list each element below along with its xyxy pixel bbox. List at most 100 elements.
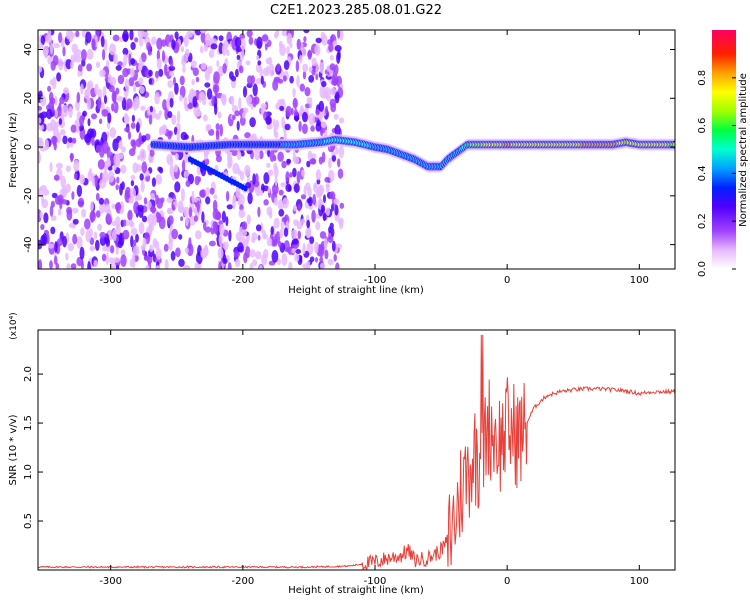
spectrogram-noise-cell [86, 81, 92, 91]
spectrogram-noise-cell [329, 191, 336, 200]
spectrogram-noise-cell [237, 168, 242, 176]
spectrogram-noise-cell [244, 132, 251, 139]
spectrogram-noise-cell [149, 149, 155, 157]
spectrogram-noise-cell [318, 244, 325, 258]
spectrogram-noise-cell [73, 159, 80, 172]
spectrogram-noise-cell [122, 47, 129, 56]
spectrogram-noise-cell [111, 90, 117, 103]
spectrogram-noise-cell [252, 259, 258, 267]
spectrogram-noise-cell [177, 110, 181, 123]
spectrogram-noise-cell [185, 216, 189, 227]
spectrogram-noise-cell [270, 226, 274, 236]
spectrogram-noise-cell [255, 251, 262, 260]
spectrogram-noise-cell [58, 32, 63, 44]
spectrogram-noise-cell [113, 101, 119, 114]
spectrogram-noise-cell [125, 220, 130, 227]
spectrogram-noise-cell [167, 80, 174, 88]
spectrogram-noise-cell [237, 199, 242, 206]
spectrogram-noise-cell [232, 114, 236, 121]
spectrogram-noise-cell [337, 30, 341, 39]
spectrogram-noise-cell [135, 233, 139, 243]
spectrogram-noise-cell [195, 76, 200, 83]
spectrogram-noise-cell [67, 243, 75, 252]
spectrogram-noise-cell [315, 221, 321, 231]
spectrogram-noise-cell [147, 50, 152, 56]
spectrogram-noise-cell [191, 79, 195, 85]
spectrogram-noise-cell [40, 95, 47, 107]
spectrogram-noise-cell [256, 55, 260, 61]
spectrogram-noise-cell [175, 247, 181, 258]
spectrogram-noise-cell [260, 75, 264, 85]
spectrogram-noise-cell [122, 30, 129, 42]
spectrogram-noise-cell [169, 97, 174, 108]
spectrogram-noise-cell [334, 124, 341, 137]
spectrogram-noise-cell [169, 164, 174, 177]
spectrogram-noise-cell [138, 222, 145, 235]
y-tick-label: -40 [23, 236, 34, 252]
spectrogram-noise-cell [82, 110, 87, 117]
spectrogram-noise-cell [315, 169, 321, 181]
spectrogram-noise-cell [218, 233, 223, 247]
spectrogram-noise-cell [133, 84, 137, 93]
spectrogram-noise-cell [221, 42, 228, 56]
spectrogram-noise-cell [292, 167, 297, 178]
spectrogram-noise-cell [154, 92, 160, 105]
spectrogram-noise-cell [81, 49, 87, 62]
spectrogram-noise-cell [291, 238, 299, 245]
spectrogram-noise-cell [222, 63, 227, 74]
spectrogram-noise-cell [252, 173, 256, 186]
spectrogram-noise-cell [174, 181, 181, 193]
spectrogram-noise-cell [102, 170, 109, 183]
spectrogram-noise-cell [114, 216, 121, 228]
spectrogram-noise-cell [315, 37, 322, 44]
spectrogram-noise-cell [215, 123, 220, 131]
spectrogram-noise-cell [200, 62, 207, 70]
spectrogram-noise-cell [329, 222, 334, 230]
spectrogram-noise-cell [148, 222, 154, 232]
spectrogram-noise-cell [246, 214, 251, 225]
spectrogram-noise-cell [181, 159, 186, 172]
spectrogram-noise-cell [267, 186, 271, 194]
spectrogram-noise-cell [74, 54, 82, 63]
spectrogram-noise-cell [302, 63, 309, 73]
spectrogram-noise-cell [95, 30, 100, 37]
spectrogram-noise-cell [290, 107, 294, 116]
spectrogram-noise-cell [334, 91, 340, 104]
spectrogram-noise-cell [48, 91, 54, 103]
spectrogram-noise-cell [247, 75, 253, 86]
spectrogram-noise-cell [308, 75, 315, 83]
spectrogram-noise-cell [325, 105, 328, 115]
spectrogram-noise-cell [101, 245, 108, 252]
spectrogram-noise-cell [199, 189, 205, 198]
spectrogram-noise-cell [131, 114, 135, 123]
spectrogram-noise-cell [327, 258, 334, 266]
spectrogram-noise-cell [61, 104, 69, 117]
spectrogram-noise-cell [158, 110, 163, 116]
spectrogram-frame [37, 29, 676, 270]
spectrogram-noise-cell [257, 234, 261, 241]
spectrogram-noise-cell [38, 138, 44, 150]
spectrogram-noise-cell [121, 181, 125, 191]
spectrogram-noise-cell [128, 196, 134, 204]
spectrogram-noise-cell [185, 180, 191, 187]
spectrogram-noise-cell [298, 120, 302, 132]
spectrogram-noise-cell [333, 253, 337, 262]
spectrogram-noise-cell [192, 67, 199, 76]
spectrogram-noise-cell [263, 199, 269, 206]
spectrogram-noise-cell [200, 248, 208, 259]
spectrogram-noise-cell [241, 229, 248, 237]
spectrogram-noise-cell [326, 184, 330, 194]
spectrogram-noise-cell [263, 172, 270, 185]
spectrogram-noise-cell [151, 36, 157, 45]
spectrogram-noise-cell [303, 36, 307, 43]
spectrogram-noise-cell [331, 74, 336, 83]
spectrogram-noise-cell [109, 127, 117, 138]
spectrogram-noise-cell [87, 118, 91, 127]
spectrogram-noise-cell [66, 206, 73, 215]
spectrogram-noise-cell [302, 243, 306, 255]
spectrogram-noise-cell [255, 224, 262, 232]
spectrogram-noise-cell [140, 180, 145, 193]
spectrogram-noise-cell [328, 43, 334, 52]
spectrogram-noise-cell [40, 111, 48, 119]
spectrogram-noise-cell [77, 70, 82, 77]
